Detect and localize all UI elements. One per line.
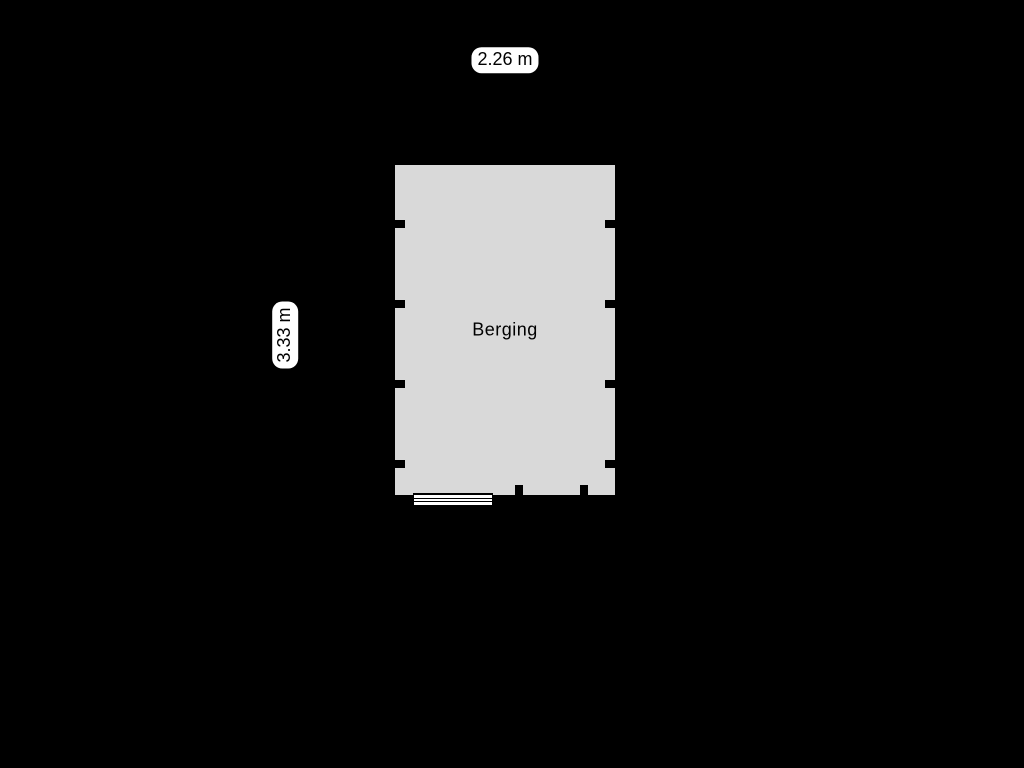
wall-stud — [580, 485, 588, 495]
wall-stud — [605, 220, 615, 228]
door-threshold — [413, 493, 493, 507]
wall-stud — [515, 485, 523, 495]
floorplan-stage: Berging 2.26 m 3.33 m — [0, 0, 1024, 768]
wall-stud — [605, 460, 615, 468]
room-berging: Berging — [385, 155, 625, 505]
wall-stud — [395, 300, 405, 308]
wall-stud — [605, 300, 615, 308]
wall-stud — [395, 460, 405, 468]
wall-stud — [395, 220, 405, 228]
dimension-height-label: 3.33 m — [272, 301, 298, 368]
room-label: Berging — [472, 320, 538, 341]
wall-stud — [605, 380, 615, 388]
door-lines — [414, 494, 492, 506]
wall-stud — [395, 380, 405, 388]
dimension-width-label: 2.26 m — [471, 47, 538, 73]
